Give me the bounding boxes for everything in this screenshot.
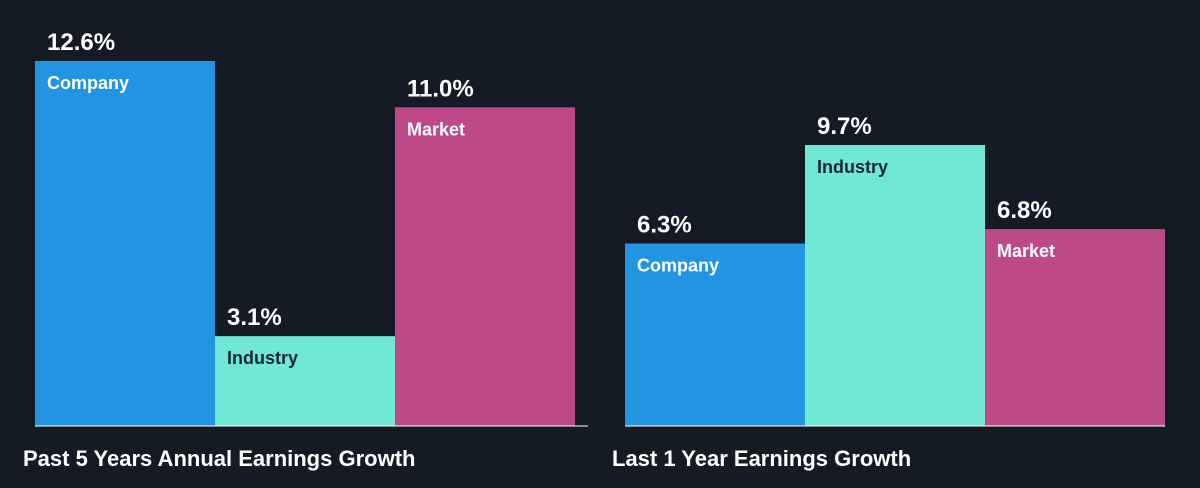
value-label-market: 6.8% [997,197,1052,224]
value-label-industry: 3.1% [227,304,282,331]
bar-industry [805,145,985,426]
bar-market [395,107,575,426]
bar-label-company: Company [47,73,129,93]
bar-label-industry: Industry [817,157,888,177]
bar-label-company: Company [637,256,719,276]
value-label-market: 11.0% [407,75,474,102]
value-label-industry: 9.7% [817,113,872,140]
bar-company [35,61,215,426]
bar-company [625,243,805,426]
bar-market [985,229,1165,426]
bar-industry [215,336,395,426]
value-label-company: 12.6% [47,29,115,56]
chart-title: Last 1 Year Earnings Growth [612,446,911,471]
chart-title: Past 5 Years Annual Earnings Growth [23,446,415,471]
last-1-year-panel: Last 1 Year Earnings Growth Company 6.3% I… [612,113,1165,471]
past-5-years-panel: Past 5 Years Annual Earnings Growth Comp… [23,29,588,471]
value-label-company: 6.3% [637,212,692,239]
bar-label-market: Market [997,241,1055,261]
bar-label-market: Market [407,119,465,139]
bar-label-industry: Industry [227,348,298,368]
